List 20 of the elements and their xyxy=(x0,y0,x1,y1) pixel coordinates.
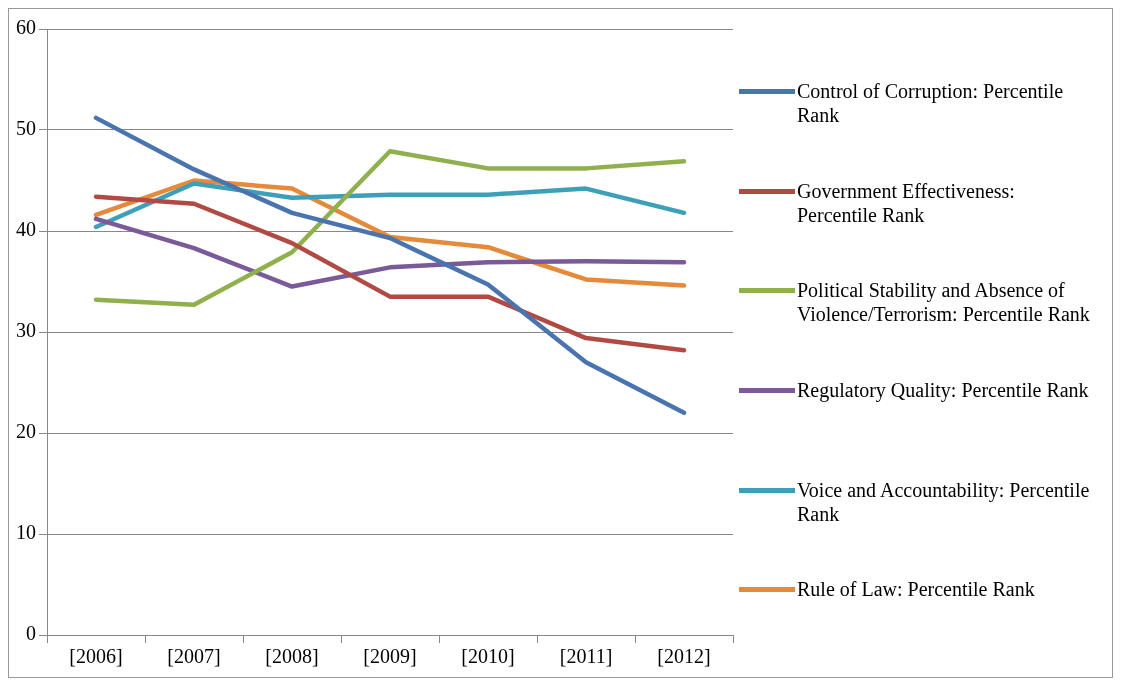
legend-label: Rule of Law: Percentile Rank xyxy=(797,577,1036,602)
x-tick-label: [2006] xyxy=(69,645,123,668)
x-tick-label: [2011] xyxy=(559,645,613,668)
x-tick-label: [2007] xyxy=(167,645,221,668)
x-tick-label: [2009] xyxy=(363,645,417,668)
x-tick-label: [2010] xyxy=(461,645,515,668)
y-tick-label: 30 xyxy=(16,319,36,342)
legend-label: Regulatory Quality: Percentile Rank xyxy=(797,378,1090,403)
y-tick-label: 0 xyxy=(26,622,36,645)
legend-label: Government Effectiveness: Percentile Rank xyxy=(797,178,1016,227)
y-tick-label: 10 xyxy=(16,521,36,544)
y-tick-label: 40 xyxy=(16,218,36,241)
x-tick-label: [2012] xyxy=(657,645,711,668)
legend-label: Political Stability and Absence of Violence/Terrorism: Percentile Rank xyxy=(797,278,1091,327)
x-tick-label: [2008] xyxy=(265,645,319,668)
legend-label: Control of Corruption: Percentile Rank xyxy=(797,79,1065,127)
legend-label: Voice and Accountability: Percentile Rank xyxy=(797,477,1091,526)
y-tick-label: 50 xyxy=(16,117,36,140)
y-tick-label: 20 xyxy=(16,420,36,443)
y-tick-label: 60 xyxy=(16,16,36,39)
